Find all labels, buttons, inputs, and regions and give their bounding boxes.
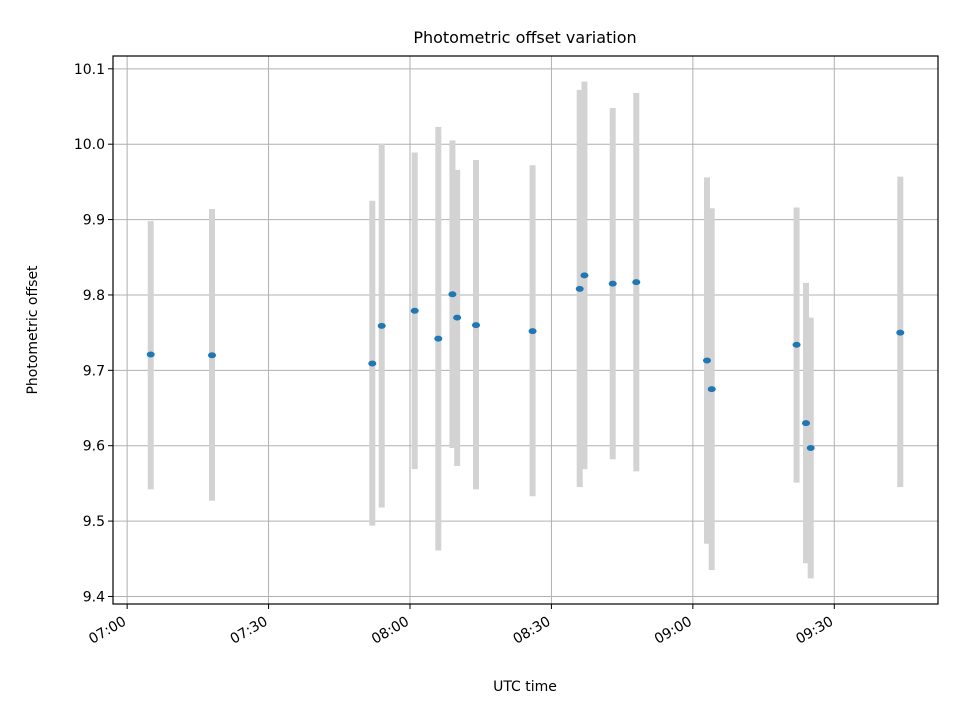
grid-lines: [113, 56, 938, 604]
data-point: [472, 322, 480, 329]
y-tick-label: 9.7: [83, 363, 105, 379]
y-axis-ticks: 9.4 9.5 9.6 9.7 9.8 9.9 10.0 10.1: [74, 62, 113, 605]
x-axis-label: UTC time: [493, 679, 557, 695]
data-point: [146, 351, 155, 358]
data-points: [146, 272, 905, 451]
data-point: [792, 341, 801, 348]
y-tick-label: 10.1: [74, 62, 105, 78]
chart-title: Photometric offset variation: [413, 28, 636, 47]
data-point: [896, 329, 905, 336]
data-point: [632, 279, 641, 286]
data-point: [208, 352, 216, 359]
y-tick-label: 9.6: [83, 439, 105, 455]
data-point: [806, 444, 815, 451]
y-tick-label: 9.8: [83, 288, 105, 304]
data-point: [528, 328, 537, 335]
y-tick-label: 10.0: [74, 137, 105, 153]
data-point: [448, 291, 457, 298]
data-point: [802, 420, 810, 427]
data-point: [580, 272, 589, 279]
y-tick-label: 9.5: [83, 514, 105, 530]
data-point: [575, 285, 584, 292]
data-point: [453, 314, 462, 321]
data-point: [608, 280, 617, 287]
data-point: [434, 335, 443, 342]
y-tick-label: 9.9: [83, 213, 105, 229]
data-point: [377, 322, 386, 329]
data-point: [703, 357, 711, 364]
y-axis-label: Photometric offset: [25, 265, 41, 395]
data-point: [707, 386, 716, 393]
y-tick-label: 9.4: [83, 589, 105, 605]
data-point: [410, 307, 419, 314]
plot-frame: [112, 55, 939, 605]
data-point: [368, 360, 377, 367]
